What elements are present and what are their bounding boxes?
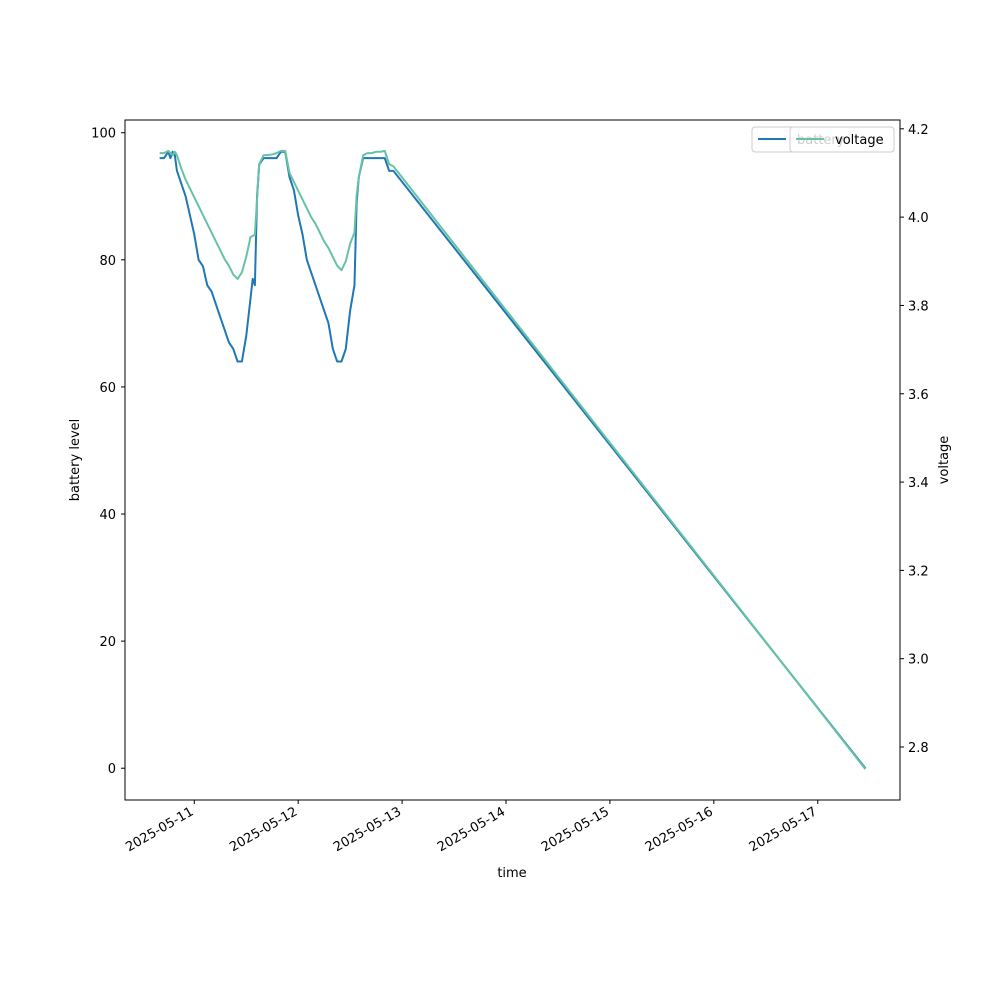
legend-voltage: voltage	[789, 126, 895, 153]
y2-tick-label: 2.8	[908, 741, 929, 756]
y2-tick-label: 4.2	[908, 123, 929, 138]
legend-box-voltage	[789, 126, 895, 153]
y-tick-label: 100	[91, 127, 116, 142]
x-tick-label: 2025-05-11	[123, 804, 196, 855]
plot-area	[125, 120, 900, 800]
data-lines	[159, 149, 867, 770]
y-tick-label: 60	[99, 381, 116, 396]
y-tick-label: 80	[99, 254, 116, 269]
plot-background	[125, 120, 900, 800]
x-tick-label: 2025-05-13	[331, 804, 404, 855]
x-tick-label: 2025-05-12	[227, 804, 300, 855]
y2-axis-label: voltage	[937, 436, 952, 485]
x-tick-label: 2025-05-16	[643, 804, 716, 855]
x-tick-label: 2025-05-14	[435, 804, 508, 855]
axes-frame	[124, 119, 901, 801]
series-line-voltage	[159, 149, 867, 770]
legend-label-voltage: voltage	[835, 133, 884, 148]
y-tick-label: 40	[99, 508, 116, 523]
axes	[121, 119, 904, 804]
x-tick-label: 2025-05-15	[539, 804, 612, 855]
y2-tick-label: 3.0	[908, 653, 929, 668]
y2-tick-label: 3.2	[908, 564, 929, 579]
y2-tick-label: 4.0	[908, 211, 929, 226]
y2-tick-label: 3.6	[908, 388, 929, 403]
y2-tick-label: 3.4	[908, 476, 929, 491]
y2-tick-label: 3.8	[908, 299, 929, 314]
y-tick-label: 0	[108, 762, 116, 777]
y-tick-label: 20	[99, 635, 116, 650]
x-axis-label: time	[497, 866, 526, 881]
y-axis-label: battery level	[68, 419, 83, 502]
x-tick-label: 2025-05-17	[747, 804, 820, 855]
